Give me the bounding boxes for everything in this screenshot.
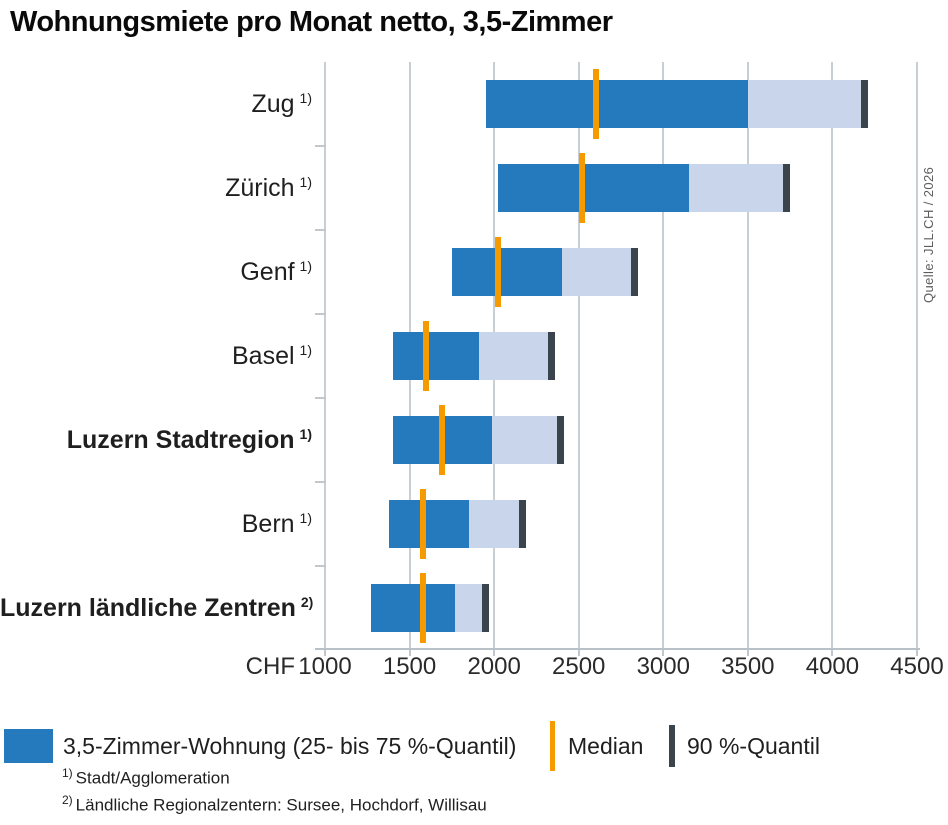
band-75-90-quantile <box>468 500 523 548</box>
footnote-2-marker: 2) <box>62 793 73 807</box>
x-axis-tick <box>746 650 749 656</box>
y-axis-tick <box>315 565 326 567</box>
x-axis-labels: CHF 1000 1500 2000 2500 3000 3500 4000 4500 <box>0 653 948 685</box>
category-footnote-marker: 1) <box>299 257 312 274</box>
marker-90-quantile <box>631 248 639 296</box>
gridline-2500 <box>577 62 580 648</box>
category-label: Zürich 1) <box>225 173 312 202</box>
x-axis-tick <box>831 650 834 656</box>
gridline-1000 <box>324 62 326 648</box>
footnote-2: 2) Ländliche Regionalzentern: Sursee, Hoc… <box>62 793 487 816</box>
legend-q90-label: 90 %-Quantil <box>687 733 820 759</box>
category-footnote-marker: 2) <box>300 593 314 610</box>
marker-median <box>420 489 427 559</box>
marker-median <box>579 153 586 223</box>
band-75-90-quantile <box>455 584 486 632</box>
band-75-90-quantile <box>561 248 635 296</box>
x-tick-label-2000: 2000 <box>467 653 521 680</box>
x-axis-tick <box>577 650 580 656</box>
x-tick-label-1000: 1000 <box>298 653 352 680</box>
y-axis-tick <box>315 229 326 231</box>
marker-90-quantile <box>556 416 564 464</box>
bar-25-75-quantile <box>370 584 456 632</box>
x-tick-label-3000: 3000 <box>636 653 690 680</box>
category-label: Genf 1) <box>240 257 312 286</box>
gridline-3000 <box>662 62 665 648</box>
marker-median <box>420 573 427 643</box>
chart-row-genf: Genf 1) <box>0 230 948 314</box>
gridline-4000 <box>831 62 834 648</box>
x-axis-tick <box>324 650 326 656</box>
y-axis-tick <box>315 481 326 483</box>
category-footnote-marker: 1) <box>299 89 312 106</box>
chart-row-z-rich: Zürich 1) <box>0 146 948 230</box>
gridline-3500 <box>746 62 749 648</box>
footnote-1-text: Stadt/Agglomeration <box>75 768 230 788</box>
legend-iqr-swatch <box>4 729 53 763</box>
legend: 3,5-Zimmer-Wohnung (25- bis 75 %-Quantil… <box>0 718 948 774</box>
chart-row-basel: Basel 1) <box>0 314 948 398</box>
band-75-90-quantile <box>747 80 865 128</box>
category-label: Basel 1) <box>232 341 312 370</box>
marker-median <box>438 405 445 475</box>
category-footnote-marker: 1) <box>299 341 312 358</box>
x-tick-label-4500: 4500 <box>890 653 944 680</box>
marker-median <box>592 69 599 139</box>
legend-median-label: Median <box>568 733 644 759</box>
legend-median-swatch <box>550 721 555 771</box>
marker-90-quantile <box>861 80 869 128</box>
x-tick-label-4000: 4000 <box>805 653 860 680</box>
band-75-90-quantile <box>478 332 552 380</box>
marker-median <box>494 237 501 307</box>
marker-90-quantile <box>519 500 527 548</box>
marker-90-quantile <box>548 332 556 380</box>
bar-25-75-quantile <box>451 248 562 296</box>
chart-row-luzern-stadtregion: Luzern Stadtregion 1) <box>0 398 948 482</box>
bar-25-75-quantile <box>389 500 469 548</box>
bar-25-75-quantile <box>497 164 689 212</box>
category-label: Zug 1) <box>251 89 312 118</box>
x-axis-unit-label: CHF <box>245 653 295 680</box>
chart-row-bern: Bern 1) <box>0 482 948 566</box>
chart-row-luzern-l-ndliche-zentren: Luzern ländliche Zentren 2) <box>0 566 948 650</box>
marker-90-quantile <box>482 584 490 632</box>
x-axis-line <box>315 648 920 650</box>
bar-chart: Zug 1) Zürich 1) Genf 1) Basel 1) Luzern Stadtre… <box>0 62 948 656</box>
x-axis-tick <box>916 650 918 656</box>
legend-q90-swatch <box>669 725 675 767</box>
bar-25-75-quantile <box>392 332 479 380</box>
bar-25-75-quantile <box>485 80 748 128</box>
x-axis-tick <box>408 650 411 656</box>
footnote-1: 1) Stadt/Agglomeration <box>62 766 230 789</box>
y-axis-tick <box>315 145 326 147</box>
x-tick-label-1500: 1500 <box>382 653 437 680</box>
marker-90-quantile <box>783 164 791 212</box>
gridline-4500 <box>916 62 918 648</box>
category-label: Luzern ländliche Zentren 2) <box>0 593 314 622</box>
y-axis-tick <box>315 397 326 399</box>
footnote-1-marker: 1) <box>62 766 73 780</box>
category-footnote-marker: 1) <box>299 425 312 442</box>
x-axis-tick <box>662 650 665 656</box>
x-tick-label-2500: 2500 <box>552 653 606 680</box>
band-75-90-quantile <box>492 416 561 464</box>
category-footnote-marker: 1) <box>299 509 312 526</box>
category-label: Luzern Stadtregion 1) <box>66 425 312 454</box>
category-footnote-marker: 1) <box>299 173 312 190</box>
x-tick-label-3500: 3500 <box>721 653 775 680</box>
marker-median <box>423 321 430 391</box>
legend-iqr-label: 3,5-Zimmer-Wohnung (25- bis 75 %-Quantil… <box>63 733 517 759</box>
category-label: Bern 1) <box>241 509 312 538</box>
page-title: Wohnungsmiete pro Monat netto, 3,5-Zimme… <box>10 6 613 38</box>
band-75-90-quantile <box>688 164 787 212</box>
footnote-2-text: Ländliche Regionalzentern: Sursee, Hochd… <box>75 795 487 815</box>
chart-row-zug: Zug 1) <box>0 62 948 146</box>
x-axis-tick <box>493 650 496 656</box>
y-axis-tick <box>315 313 326 315</box>
